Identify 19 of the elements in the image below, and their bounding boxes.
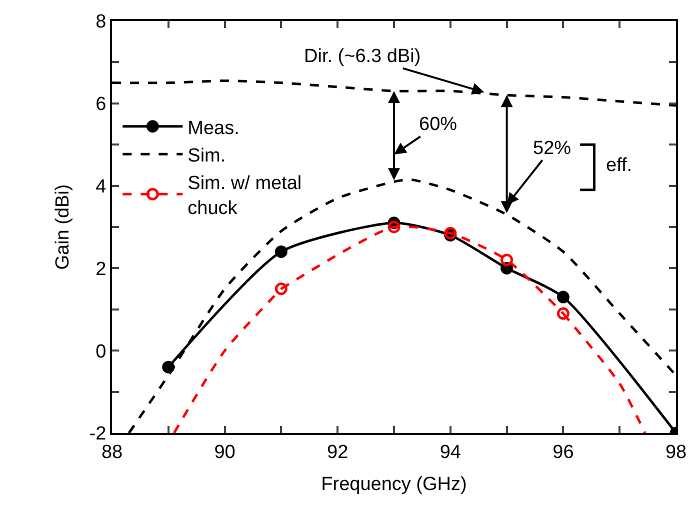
legend-label: Meas. (188, 118, 240, 139)
x-tick-label: 96 (552, 442, 574, 463)
annotation: 60% (419, 114, 458, 135)
legend-label: Sim. (188, 145, 226, 166)
y-tick-label: 2 (96, 258, 106, 280)
x-axis-title: Frequency (GHz) (321, 474, 467, 496)
y-axis-title: Gain (dBi) (52, 184, 74, 270)
x-tick-label: 92 (327, 442, 348, 463)
annotation: eff. (606, 155, 632, 176)
annotation: 52% (533, 138, 572, 159)
x-tick-label: 98 (665, 442, 687, 463)
y-tick-label: 8 (96, 12, 106, 33)
legend-label: Sim. w/ metal chuck (188, 173, 302, 219)
y-tick-label: 0 (96, 341, 106, 362)
y-tick-label: 6 (96, 94, 106, 116)
x-tick-label: 90 (214, 442, 236, 463)
x-tick-label: 94 (440, 442, 462, 463)
y-tick-label: 4 (96, 176, 107, 198)
annotation: Dir. (~6.3 dBi) (304, 46, 421, 67)
